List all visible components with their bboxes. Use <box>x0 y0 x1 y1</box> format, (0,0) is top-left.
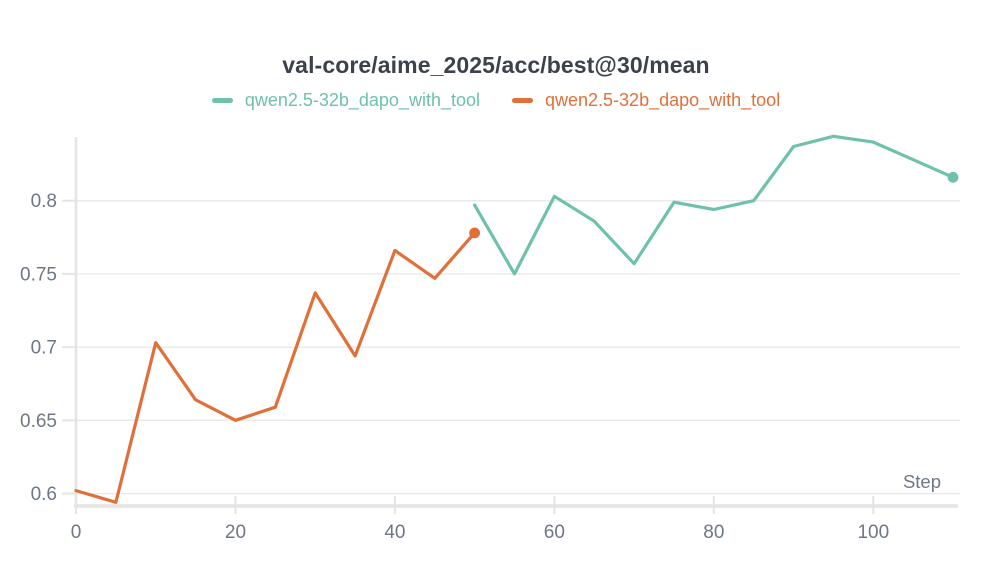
chart-title: val-core/aime_2025/acc/best@30/mean <box>282 52 710 78</box>
legend-swatch-icon <box>512 98 533 103</box>
x-tick-label: 40 <box>384 522 405 543</box>
legend-item-run2[interactable]: qwen2.5-32b_dapo_with_tool <box>512 90 780 111</box>
y-tick-label: 0.75 <box>20 264 57 285</box>
series-line-1 <box>473 134 955 276</box>
series-endpoint-2 <box>469 227 480 239</box>
x-tick-label: 20 <box>225 522 246 543</box>
series-line-2 <box>74 231 477 504</box>
x-tick-label: 0 <box>71 522 82 543</box>
x-axis-title: Step <box>903 471 941 492</box>
legend: qwen2.5-32b_dapo_with_tool qwen2.5-32b_d… <box>0 90 992 111</box>
legend-label: qwen2.5-32b_dapo_with_tool <box>545 90 781 110</box>
x-tick-label: 60 <box>544 522 565 543</box>
y-tick-label: 0.6 <box>31 484 57 505</box>
y-tick-label: 0.8 <box>31 191 57 212</box>
x-tick-label: 100 <box>857 522 889 543</box>
x-tick-label: 80 <box>703 522 724 543</box>
legend-swatch-icon <box>211 98 233 103</box>
legend-label: qwen2.5-32b_dapo_with_tool <box>244 90 480 110</box>
legend-item-run1[interactable]: qwen2.5-32b_dapo_with_tool <box>211 90 480 111</box>
y-tick-label: 0.65 <box>20 411 57 432</box>
series-endpoint-1 <box>947 171 959 183</box>
y-tick-label: 0.7 <box>31 338 57 359</box>
